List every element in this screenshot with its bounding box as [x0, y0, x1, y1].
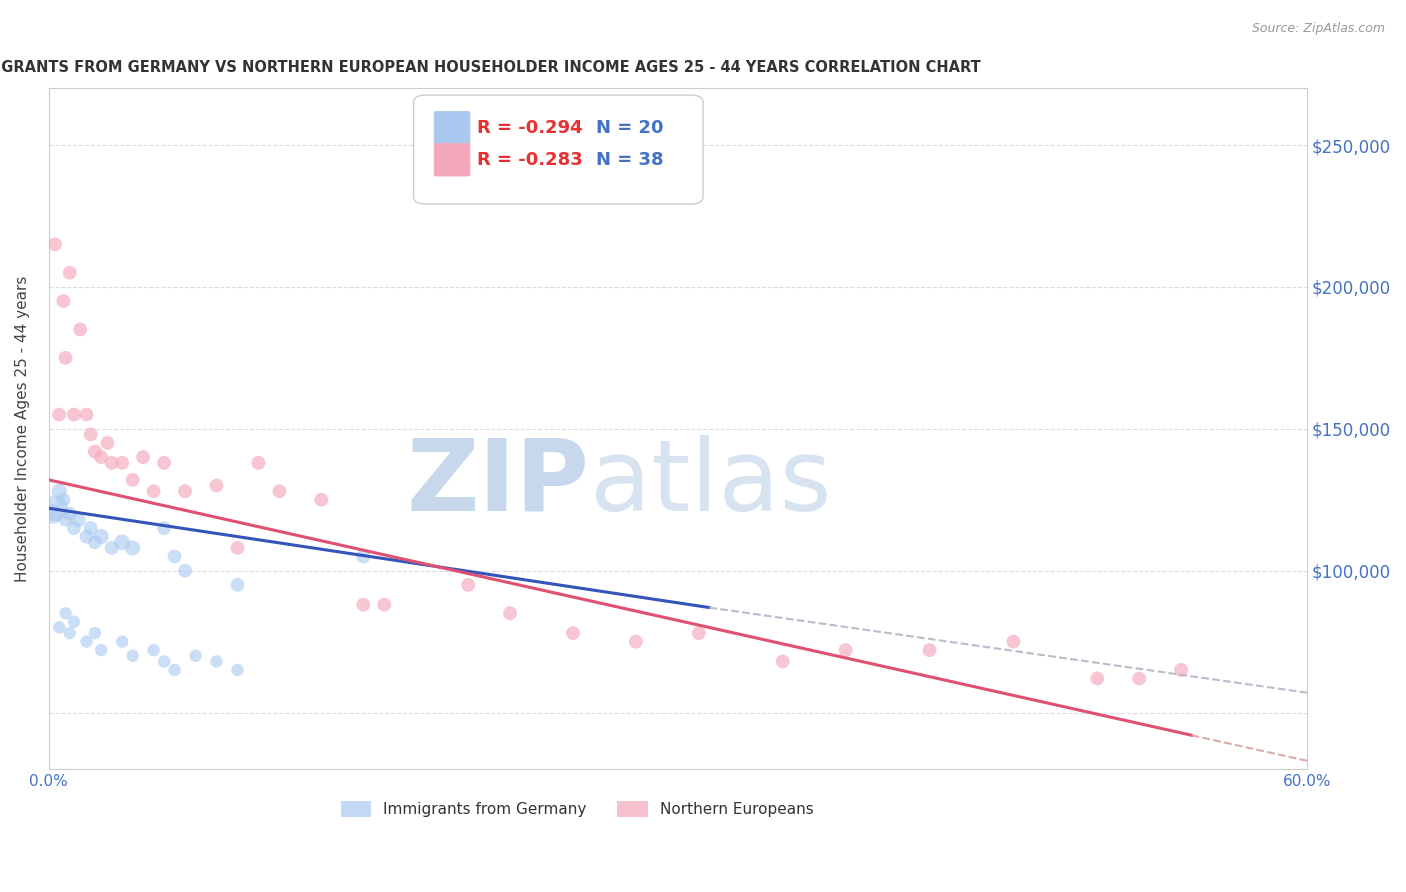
Point [90, 530, 112, 544]
Text: ZIP: ZIP [406, 434, 589, 532]
Point [59, 626, 82, 640]
Text: atlas: atlas [589, 434, 831, 532]
Point [59, 266, 82, 280]
Point [311, 492, 333, 507]
Point [69, 322, 91, 336]
Point [352, 598, 374, 612]
Y-axis label: Householder Income Ages 25 - 44 years: Householder Income Ages 25 - 44 years [15, 276, 30, 582]
Point [562, 626, 585, 640]
Point [153, 521, 176, 535]
Point [100, 456, 122, 470]
Point [76, 634, 98, 648]
Point [63, 521, 86, 535]
Point [772, 655, 794, 669]
FancyBboxPatch shape [434, 112, 470, 145]
Point [44, 237, 66, 252]
Point [63, 408, 86, 422]
Point [226, 578, 249, 592]
Point [121, 648, 143, 663]
Point [624, 634, 647, 648]
Point [1002, 634, 1025, 648]
Point [111, 535, 134, 549]
Point [918, 643, 941, 657]
Point [352, 549, 374, 564]
Point [48, 484, 70, 499]
Text: R = -0.283: R = -0.283 [477, 151, 582, 169]
Point [153, 655, 176, 669]
Point [153, 456, 176, 470]
Point [76, 408, 98, 422]
Point [142, 484, 165, 499]
Text: N = 38: N = 38 [596, 151, 664, 169]
Point [83, 626, 105, 640]
Point [111, 456, 134, 470]
Point [205, 478, 228, 492]
Point [76, 530, 98, 544]
Point [834, 643, 856, 657]
Point [269, 484, 291, 499]
Point [48, 620, 70, 634]
Point [111, 634, 134, 648]
Point [80, 521, 103, 535]
FancyBboxPatch shape [434, 143, 470, 177]
FancyBboxPatch shape [413, 95, 703, 204]
Point [52, 294, 75, 309]
Point [42, 507, 65, 521]
Point [90, 643, 112, 657]
Point [373, 598, 395, 612]
Point [184, 648, 207, 663]
Point [247, 456, 270, 470]
Point [96, 436, 118, 450]
Point [59, 507, 82, 521]
Text: IMMIGRANTS FROM GERMANY VS NORTHERN EUROPEAN HOUSEHOLDER INCOME AGES 25 - 44 YEA: IMMIGRANTS FROM GERMANY VS NORTHERN EURO… [0, 60, 980, 75]
Point [121, 541, 143, 555]
Text: R = -0.294: R = -0.294 [477, 119, 582, 136]
Point [226, 541, 249, 555]
Point [174, 564, 197, 578]
Point [55, 512, 77, 526]
Point [67, 512, 90, 526]
Text: Source: ZipAtlas.com: Source: ZipAtlas.com [1251, 22, 1385, 36]
Point [80, 427, 103, 442]
Point [121, 473, 143, 487]
Point [55, 606, 77, 620]
Text: N = 20: N = 20 [596, 119, 664, 136]
Point [163, 663, 186, 677]
Point [205, 655, 228, 669]
Point [83, 535, 105, 549]
Point [688, 626, 710, 640]
Point [499, 606, 522, 620]
Legend: Immigrants from Germany, Northern Europeans: Immigrants from Germany, Northern Europe… [335, 795, 820, 823]
Point [132, 450, 155, 465]
Point [1128, 672, 1150, 686]
Point [163, 549, 186, 564]
Point [48, 408, 70, 422]
Point [100, 541, 122, 555]
Point [52, 492, 75, 507]
Point [1085, 672, 1108, 686]
Point [90, 450, 112, 465]
Point [44, 501, 66, 516]
Point [174, 484, 197, 499]
Point [55, 351, 77, 365]
Point [1170, 663, 1192, 677]
Point [63, 615, 86, 629]
Point [226, 663, 249, 677]
Point [83, 444, 105, 458]
Point [142, 643, 165, 657]
Point [457, 578, 479, 592]
